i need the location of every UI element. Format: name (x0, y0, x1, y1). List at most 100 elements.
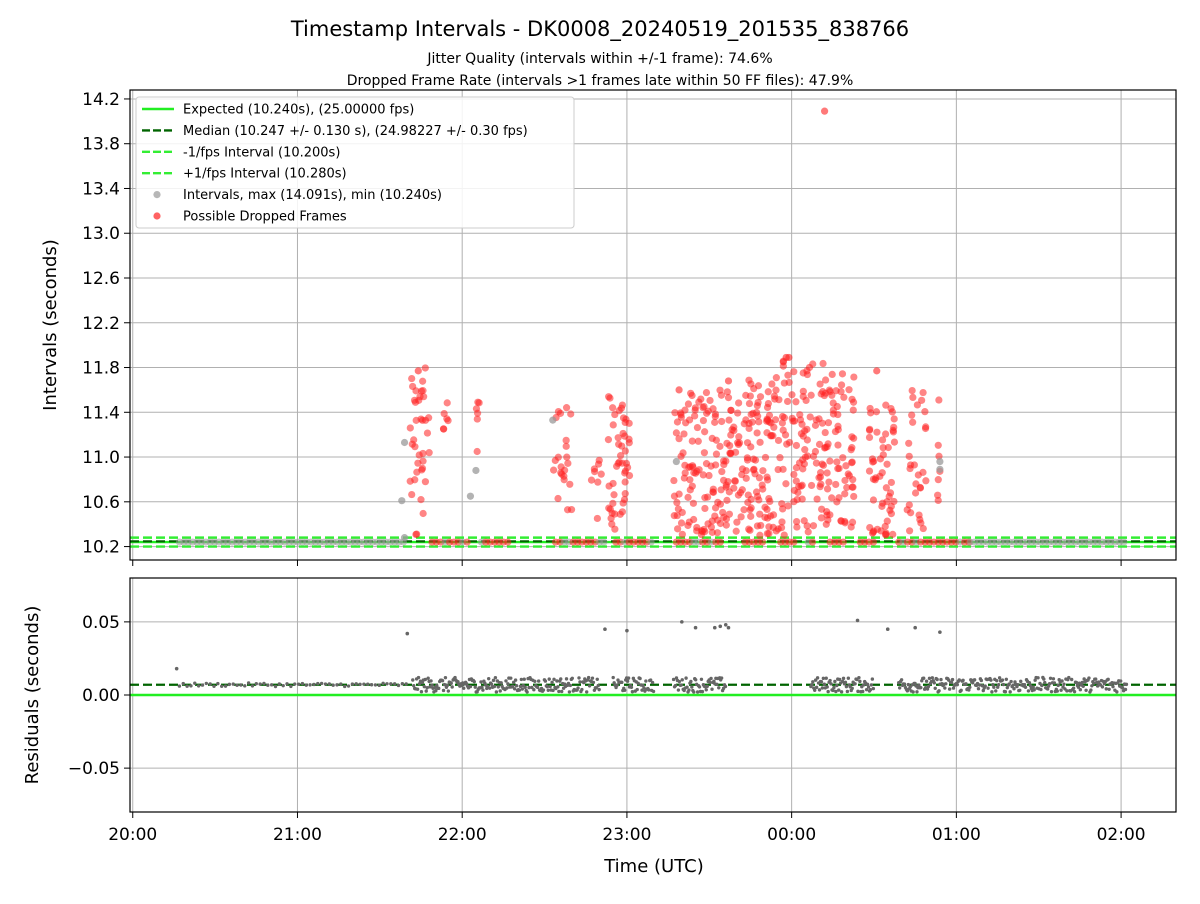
dropped-frame-point (443, 399, 451, 407)
residual-point (590, 676, 595, 680)
dropped-frame-point (418, 416, 427, 424)
residual-point (935, 677, 939, 682)
residual-point (964, 682, 968, 686)
residual-point (548, 684, 552, 689)
residual-point (235, 683, 239, 687)
dropped-frame-point (784, 502, 792, 510)
residual-point (586, 675, 591, 680)
residual-point (266, 683, 270, 687)
dropped-frame-point (825, 386, 834, 394)
residual-point (536, 679, 541, 683)
residual-point (204, 681, 209, 686)
dropped-frame-point (788, 391, 796, 399)
dropped-frame-point (411, 476, 419, 484)
residual-point (514, 684, 519, 688)
dropped-frame-point (840, 393, 848, 401)
intervals-ticks: 10.2 10.6 11.0 11.4 11.8 12.2 12.6 13.0 13.4 13.8… (82, 90, 1122, 566)
residual-point (587, 684, 592, 688)
dropped-frame-point (865, 467, 874, 475)
dropped-frame-point (914, 471, 922, 479)
residual-point (1062, 682, 1066, 686)
dropped-frame-point (778, 500, 786, 508)
dropped-frame-point (606, 394, 614, 402)
residual-point (684, 676, 688, 680)
residual-point (850, 686, 854, 691)
residual-point (342, 684, 347, 689)
residual-point (437, 686, 441, 691)
dropped-frame-point (473, 415, 481, 423)
residual-point (489, 682, 494, 686)
interval-point (600, 538, 608, 546)
dropped-frame-point (764, 388, 772, 396)
dropped-frame-point (684, 400, 693, 408)
dropped-frame-point (463, 538, 471, 546)
residual-point (1100, 685, 1105, 689)
residual-point (699, 677, 704, 682)
residual-point (193, 681, 197, 685)
dropped-frame-point (772, 416, 780, 424)
residual-point (840, 679, 845, 684)
residual-point (505, 686, 509, 690)
residual-point (547, 677, 551, 681)
residual-point (927, 676, 932, 681)
dropped-frame-point (823, 469, 831, 477)
residual-point (822, 682, 827, 686)
residual-point (1016, 682, 1020, 687)
dropped-frame-point (870, 527, 878, 535)
dropped-frame-point (792, 441, 801, 450)
dropped-frame-point (747, 512, 755, 520)
dropped-frame-point (911, 489, 920, 497)
dropped-frame-point (408, 490, 416, 499)
dropped-frame-point (735, 399, 743, 407)
residual-point (443, 675, 448, 680)
dropped-frame-point (806, 413, 814, 421)
dropped-frame-point (886, 489, 895, 497)
residual-point (327, 682, 332, 686)
residual-point (1018, 688, 1022, 692)
residual-point (944, 682, 948, 686)
dropped-frame-point (761, 503, 769, 511)
legend-label: Possible Dropped Frames (183, 210, 347, 225)
residual-point (308, 683, 312, 687)
residual-point (385, 682, 389, 686)
residual-point (693, 625, 698, 630)
residual-point (174, 666, 179, 671)
dropped-frame-point (673, 418, 682, 426)
residual-point (504, 679, 508, 683)
residual-point (246, 681, 251, 685)
residual-point (453, 675, 457, 680)
residual-point (591, 680, 596, 685)
dropped-frame-point (848, 395, 856, 403)
dropped-frame-point (763, 530, 771, 538)
residual-point (926, 684, 931, 689)
dropped-frame-point (730, 484, 738, 492)
dropped-frame-point (769, 511, 778, 519)
dropped-frame-point (620, 495, 629, 504)
residual-point (819, 680, 824, 684)
residual-point (1019, 679, 1023, 684)
residual-point (358, 682, 362, 687)
dropped-frame-point (756, 393, 765, 401)
dropped-frame-point (821, 428, 829, 437)
residual-point (723, 623, 728, 627)
residual-point (821, 676, 826, 681)
dropped-frame-point (746, 526, 754, 534)
dropped-frame-point (700, 449, 708, 457)
residual-point (530, 685, 534, 690)
residual-point (644, 679, 648, 683)
residual-point (692, 690, 696, 694)
dropped-frame-point (684, 493, 692, 501)
dropped-frame-point (727, 431, 735, 439)
residual-point (423, 677, 427, 682)
dropped-frame-point (845, 472, 853, 480)
residual-point (897, 686, 902, 690)
dropped-frame-point (415, 451, 423, 459)
dropped-frame-point (727, 406, 735, 414)
dropped-frame-point (713, 529, 722, 537)
residual-point (1092, 681, 1096, 685)
residual-point (845, 689, 850, 694)
residual-point (219, 684, 224, 688)
residual-point (435, 683, 439, 688)
dropped-frame-point (763, 417, 771, 425)
residual-point (584, 690, 589, 694)
